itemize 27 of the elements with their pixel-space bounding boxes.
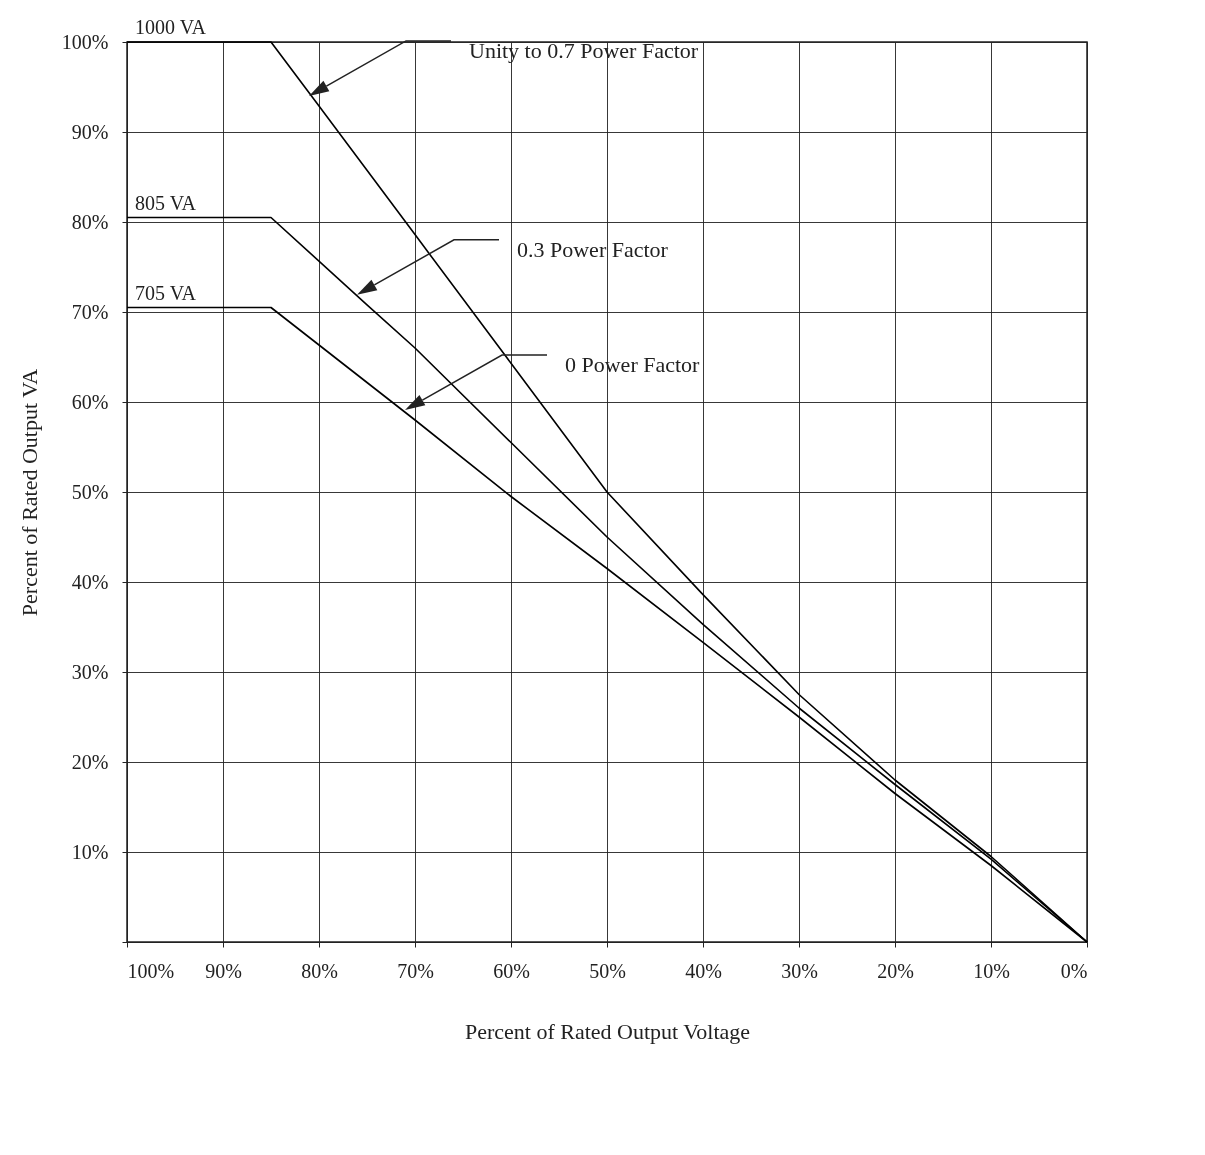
series-label: 705 VA [135, 281, 197, 304]
x-tick-label: 10% [973, 959, 1010, 982]
x-tick-label: 80% [301, 959, 338, 982]
y-tick-label: 20% [71, 750, 109, 773]
y-tick-label: 90% [71, 120, 109, 143]
x-tick-label: 40% [685, 959, 722, 982]
x-tick-label: 100% [127, 959, 175, 982]
x-tick-label: 90% [205, 959, 242, 982]
x-tick-label: 30% [781, 959, 818, 982]
y-tick-label: 50% [71, 480, 109, 503]
x-tick-label: 60% [493, 959, 530, 982]
x-axis-title: Percent of Rated Output Voltage [464, 1018, 751, 1044]
y-tick-label: 30% [71, 660, 109, 683]
x-tick-label: 50% [589, 959, 626, 982]
y-tick-label: 80% [71, 210, 109, 233]
y-tick-label: 40% [71, 570, 109, 593]
annotation: 0.3 Power Factor [517, 236, 669, 262]
series-label: 1000 VA [135, 16, 207, 38]
y-tick-label: 70% [71, 300, 109, 323]
y-tick-label: 60% [71, 390, 109, 413]
y-axis-title: Percent of Rated Output VA [16, 368, 42, 617]
x-tick-label: 0% [1060, 959, 1088, 982]
x-tick-label: 20% [877, 959, 914, 982]
series-label: 805 VA [135, 191, 197, 214]
y-tick-label: 100% [61, 30, 109, 53]
y-tick-label: 10% [71, 840, 109, 863]
x-tick-label: 70% [397, 959, 434, 982]
